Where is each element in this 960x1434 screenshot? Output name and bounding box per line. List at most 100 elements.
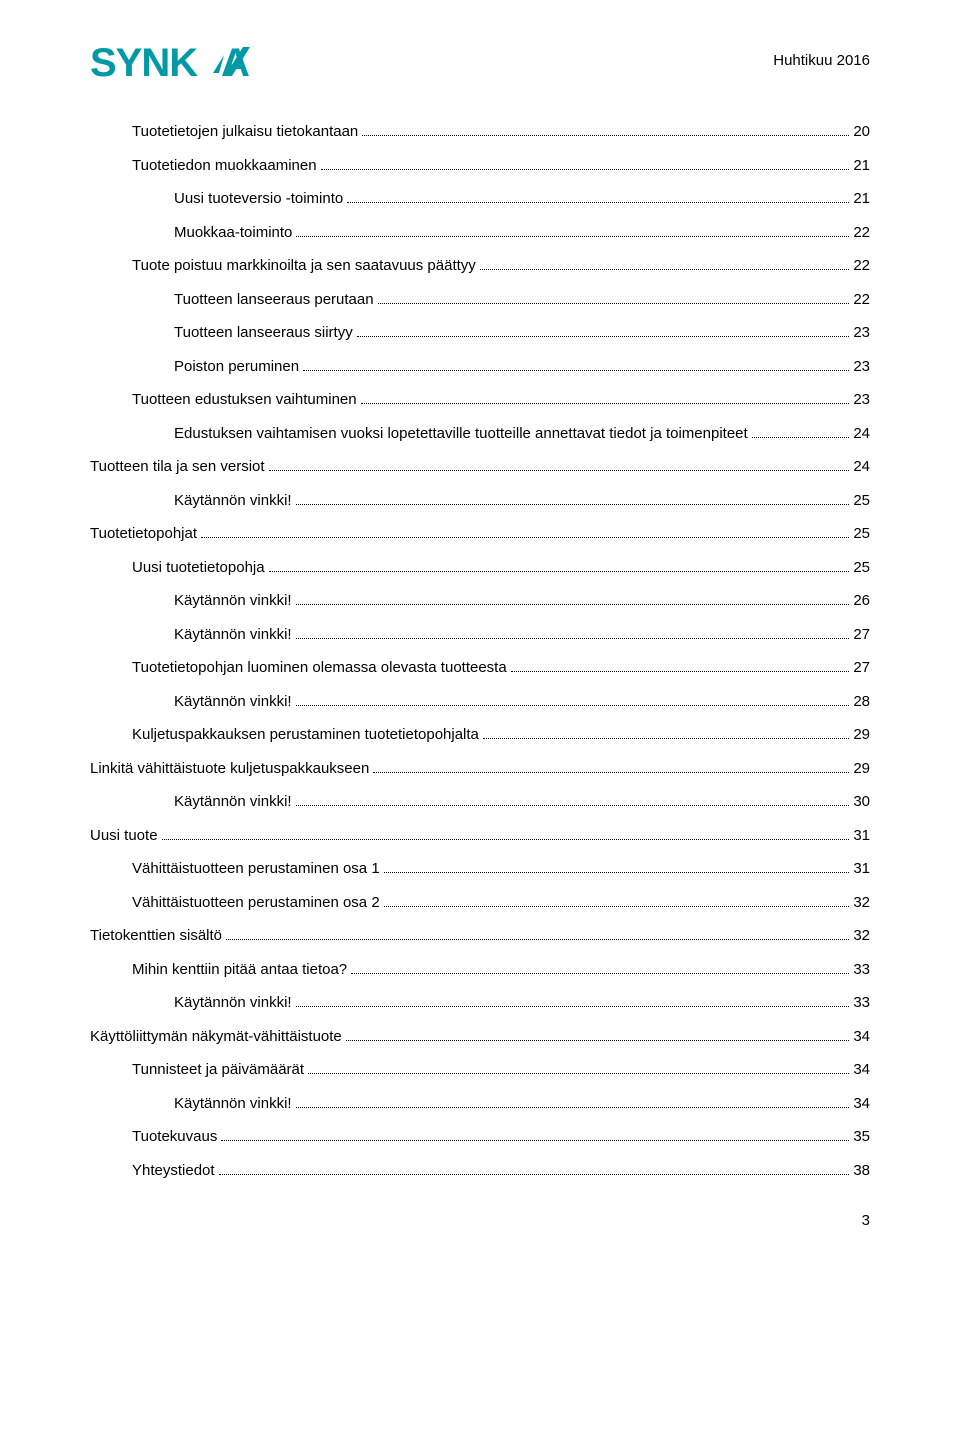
- toc-entry: Tunnisteet ja päivämäärät34: [90, 1059, 870, 1082]
- toc-entry-page: 21: [853, 188, 870, 211]
- toc-entry-title: Linkitä vähittäistuote kuljetuspakkaukse…: [90, 758, 369, 781]
- toc-entry-page: 38: [853, 1160, 870, 1183]
- toc-entry-page: 33: [853, 959, 870, 982]
- toc-leader-dots: [511, 671, 850, 672]
- toc-entry-page: 31: [853, 858, 870, 881]
- toc-leader-dots: [362, 135, 849, 136]
- toc-entry-title: Tuotteen tila ja sen versiot: [90, 456, 265, 479]
- toc-entry-title: Kuljetuspakkauksen perustaminen tuotetie…: [132, 724, 479, 747]
- toc-entry-page: 34: [853, 1093, 870, 1116]
- toc-entry-title: Yhteystiedot: [132, 1160, 215, 1183]
- toc-leader-dots: [351, 973, 849, 974]
- toc-entry: Muokkaa-toiminto22: [90, 222, 870, 245]
- toc-entry: Uusi tuoteversio -toiminto 21: [90, 188, 870, 211]
- logo: SYNK A: [90, 40, 300, 93]
- toc-entry-title: Käytännön vinkki!: [174, 624, 292, 647]
- toc-leader-dots: [296, 638, 850, 639]
- toc-leader-dots: [296, 604, 850, 605]
- toc-entry-title: Tuotteen edustuksen vaihtuminen: [132, 389, 357, 412]
- toc-entry-title: Tuotetietojen julkaisu tietokantaan: [132, 121, 358, 144]
- toc-entry: Käytännön vinkki! 33: [90, 992, 870, 1015]
- toc-entry-page: 22: [853, 289, 870, 312]
- toc-entry-title: Käytännön vinkki!: [174, 992, 292, 1015]
- toc-leader-dots: [296, 805, 850, 806]
- date-label: Huhtikuu 2016: [773, 40, 870, 69]
- toc-leader-dots: [296, 1006, 850, 1007]
- toc-entry: Yhteystiedot 38: [90, 1160, 870, 1183]
- page-number: 3: [90, 1212, 870, 1229]
- toc-leader-dots: [219, 1174, 850, 1175]
- toc-leader-dots: [269, 470, 850, 471]
- toc-entry-title: Mihin kenttiin pitää antaa tietoa?: [132, 959, 347, 982]
- toc-leader-dots: [226, 939, 849, 940]
- toc-entry-page: 32: [853, 892, 870, 915]
- toc-leader-dots: [384, 872, 850, 873]
- toc-leader-dots: [752, 437, 850, 438]
- toc-entry-title: Tuotetietopohjat: [90, 523, 197, 546]
- toc-entry-title: Tuotetietopohjan luominen olemassa oleva…: [132, 657, 507, 680]
- toc-entry-title: Uusi tuoteversio -toiminto: [174, 188, 343, 211]
- toc-leader-dots: [201, 537, 849, 538]
- toc-entry: Uusi tuote31: [90, 825, 870, 848]
- toc-entry-title: Vähittäistuotteen perustaminen osa 1: [132, 858, 380, 881]
- toc-entry-title: Poiston peruminen: [174, 356, 299, 379]
- toc-entry-page: 29: [853, 758, 870, 781]
- toc-entry-page: 31: [853, 825, 870, 848]
- toc-entry: Tuotteen edustuksen vaihtuminen23: [90, 389, 870, 412]
- toc-entry-page: 25: [853, 490, 870, 513]
- toc-entry-page: 24: [853, 456, 870, 479]
- toc-leader-dots: [269, 571, 850, 572]
- toc-entry-title: Käytännön vinkki!: [174, 590, 292, 613]
- toc-leader-dots: [296, 236, 849, 237]
- toc-entry: Kuljetuspakkauksen perustaminen tuotetie…: [90, 724, 870, 747]
- toc-leader-dots: [296, 504, 850, 505]
- toc-entry-page: 22: [853, 255, 870, 278]
- toc-entry: Edustuksen vaihtamisen vuoksi lopetettav…: [90, 423, 870, 446]
- toc-entry-page: 33: [853, 992, 870, 1015]
- toc-entry-title: Tuote poistuu markkinoilta ja sen saatav…: [132, 255, 476, 278]
- toc-leader-dots: [384, 906, 850, 907]
- toc-entry: Käytännön vinkki! 27: [90, 624, 870, 647]
- toc-entry: Poiston peruminen 23: [90, 356, 870, 379]
- toc-entry-page: 34: [853, 1026, 870, 1049]
- toc-entry-page: 21: [853, 155, 870, 178]
- toc-leader-dots: [483, 738, 849, 739]
- toc-entry-page: 25: [853, 557, 870, 580]
- toc-entry-title: Käyttöliittymän näkymät-vähittäistuote: [90, 1026, 342, 1049]
- toc-entry-title: Tuotetiedon muokkaaminen: [132, 155, 317, 178]
- toc-entry: Tuotetietopohjat 25: [90, 523, 870, 546]
- page-header: SYNK A Huhtikuu 2016: [90, 40, 870, 93]
- toc-entry-page: 25: [853, 523, 870, 546]
- toc-entry: Tuotetiedon muokkaaminen 21: [90, 155, 870, 178]
- toc-entry-page: 32: [853, 925, 870, 948]
- toc-entry-title: Tunnisteet ja päivämäärät: [132, 1059, 304, 1082]
- toc-entry-page: 24: [853, 423, 870, 446]
- toc-leader-dots: [308, 1073, 849, 1074]
- toc-entry-page: 20: [853, 121, 870, 144]
- toc-entry-page: 23: [853, 356, 870, 379]
- toc-leader-dots: [357, 336, 850, 337]
- toc-entry: Tuote poistuu markkinoilta ja sen saatav…: [90, 255, 870, 278]
- svg-text:SYNK: SYNK: [90, 41, 198, 85]
- toc-entry-title: Vähittäistuotteen perustaminen osa 2: [132, 892, 380, 915]
- toc-leader-dots: [321, 169, 850, 170]
- toc-entry-page: 28: [853, 691, 870, 714]
- toc-entry: Uusi tuotetietopohja25: [90, 557, 870, 580]
- toc-entry-page: 26: [853, 590, 870, 613]
- toc-leader-dots: [303, 370, 849, 371]
- toc-entry-title: Käytännön vinkki!: [174, 1093, 292, 1116]
- toc-leader-dots: [221, 1140, 849, 1141]
- toc-entry: Vähittäistuotteen perustaminen osa 2 32: [90, 892, 870, 915]
- toc-entry-title: Edustuksen vaihtamisen vuoksi lopetettav…: [174, 423, 748, 446]
- toc-entry: Käytännön vinkki! 26: [90, 590, 870, 613]
- toc-leader-dots: [296, 705, 850, 706]
- toc-entry: Tuotteen lanseeraus siirtyy23: [90, 322, 870, 345]
- toc-entry-page: 27: [853, 624, 870, 647]
- toc-entry-title: Tuotekuvaus: [132, 1126, 217, 1149]
- toc-entry-title: Tuotteen lanseeraus perutaan: [174, 289, 374, 312]
- toc-entry: Käytännön vinkki!30: [90, 791, 870, 814]
- toc-entry: Käytännön vinkki!25: [90, 490, 870, 513]
- toc-entry: Tuotetietopohjan luominen olemassa oleva…: [90, 657, 870, 680]
- toc-leader-dots: [162, 839, 850, 840]
- toc-entry-title: Tuotteen lanseeraus siirtyy: [174, 322, 353, 345]
